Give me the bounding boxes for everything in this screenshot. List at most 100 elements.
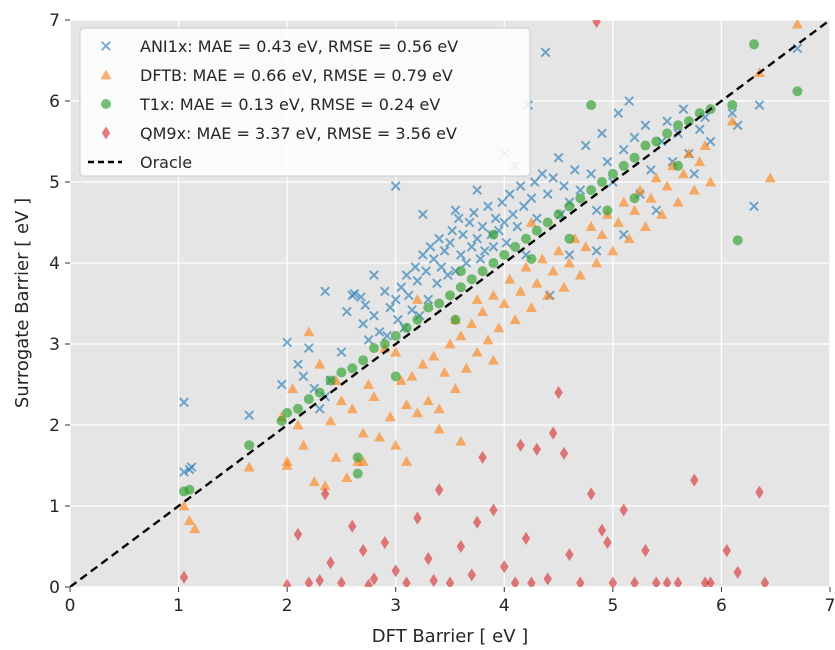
ani1x-point — [488, 241, 499, 252]
dftb-point — [390, 439, 402, 450]
ani1x-point — [417, 209, 428, 220]
ani1x-point — [529, 177, 540, 187]
dftb-point — [281, 460, 293, 470]
t1x-point — [445, 290, 455, 301]
t1x-point — [749, 39, 759, 50]
dftb-point — [433, 423, 445, 434]
dftb-point — [764, 172, 776, 183]
ani1x-point — [477, 221, 488, 232]
dftb-point — [325, 415, 337, 426]
t1x-point — [651, 136, 662, 147]
qm9x-point — [478, 450, 487, 464]
y-tick-label: 3 — [49, 335, 60, 355]
x-tick-label: 5 — [607, 596, 618, 616]
ani1x-point — [293, 359, 303, 370]
qm9x-point — [641, 544, 650, 558]
t1x-point — [466, 274, 477, 285]
t1x-point — [347, 363, 358, 374]
t1x-point — [369, 343, 379, 354]
dftb-point — [346, 403, 358, 414]
dftb-point — [509, 314, 521, 325]
ani1x-point — [618, 144, 629, 155]
ani1x-point — [624, 96, 635, 106]
dftb-point — [455, 330, 467, 341]
ani1x-point — [434, 233, 445, 244]
t1x-point — [618, 160, 629, 171]
qm9x-point — [700, 576, 710, 587]
ani1x-point — [531, 213, 542, 224]
dftb-point — [243, 461, 255, 472]
qm9x-point — [565, 548, 574, 562]
dftb-point — [699, 140, 711, 150]
qm9x-point — [760, 576, 770, 587]
t1x-point — [336, 367, 347, 378]
qm9x-point — [364, 578, 373, 587]
dftb-point — [542, 289, 554, 300]
ani1x-point — [754, 100, 765, 110]
ani1x-point — [425, 241, 436, 252]
t1x-point — [401, 322, 412, 333]
ani1x-point — [640, 120, 651, 131]
ani1x-point — [428, 254, 439, 264]
qm9x-point — [489, 503, 498, 517]
t1x-point — [521, 233, 531, 244]
dftb-point — [292, 419, 304, 430]
t1x-point — [352, 452, 363, 463]
ani1x-point — [401, 270, 412, 281]
dftb-point — [297, 439, 309, 450]
dftb-point — [401, 399, 413, 410]
t1x-point — [477, 266, 488, 277]
t1x-point — [412, 314, 423, 325]
y-tick-label: 0 — [49, 578, 60, 598]
ani1x-point — [436, 262, 447, 272]
x-tick-label: 1 — [173, 596, 184, 616]
t1x-point — [673, 120, 683, 131]
t1x-point — [499, 249, 510, 260]
t1x-point — [526, 253, 537, 264]
t1x-point — [727, 100, 738, 111]
dftb-point — [580, 241, 592, 252]
ani1x-point — [369, 270, 379, 281]
ani1x-point — [540, 47, 551, 58]
dftb-point — [487, 354, 499, 365]
dftb-point — [623, 233, 635, 244]
dftb-point — [319, 480, 331, 491]
dftb-point — [498, 298, 510, 308]
t1x-point — [683, 116, 694, 127]
ani1x-point — [483, 201, 493, 212]
legend-entry-label: Oracle — [140, 153, 192, 172]
ani1x-point — [553, 152, 564, 163]
qm9x-point — [586, 487, 596, 501]
ani1x-point — [179, 467, 189, 477]
t1x-point — [455, 266, 466, 277]
qm9x-point — [413, 511, 422, 525]
ani1x-point — [705, 136, 716, 147]
legend-box — [79, 27, 531, 177]
ani1x-point — [390, 181, 401, 191]
x-tick-label: 6 — [716, 596, 727, 616]
t1x-point — [423, 302, 434, 313]
ani1x-point — [461, 258, 472, 268]
t1x-point — [602, 205, 613, 216]
qm9x-point — [434, 483, 444, 497]
ani1x-point — [360, 300, 371, 311]
qm9x-point — [320, 487, 330, 501]
t1x-point — [455, 282, 466, 293]
dftb-point — [466, 318, 478, 329]
t1x-point — [184, 484, 195, 495]
dftb-point — [178, 500, 190, 511]
dftb-point — [406, 370, 418, 381]
ani1x-point — [417, 249, 428, 260]
qm9x-point — [597, 523, 607, 537]
ani1x-point — [662, 116, 673, 127]
ani1x-point — [475, 254, 486, 264]
y-tick-label: 7 — [49, 11, 60, 31]
t1x-point — [293, 403, 303, 414]
qm9x-point — [456, 540, 466, 553]
ani1x-point — [349, 288, 360, 299]
ani1x-point — [629, 132, 640, 143]
ani1x-point — [512, 221, 523, 232]
dftb-point — [477, 306, 489, 316]
ani1x-point — [396, 282, 407, 293]
ani1x-point — [580, 140, 591, 151]
